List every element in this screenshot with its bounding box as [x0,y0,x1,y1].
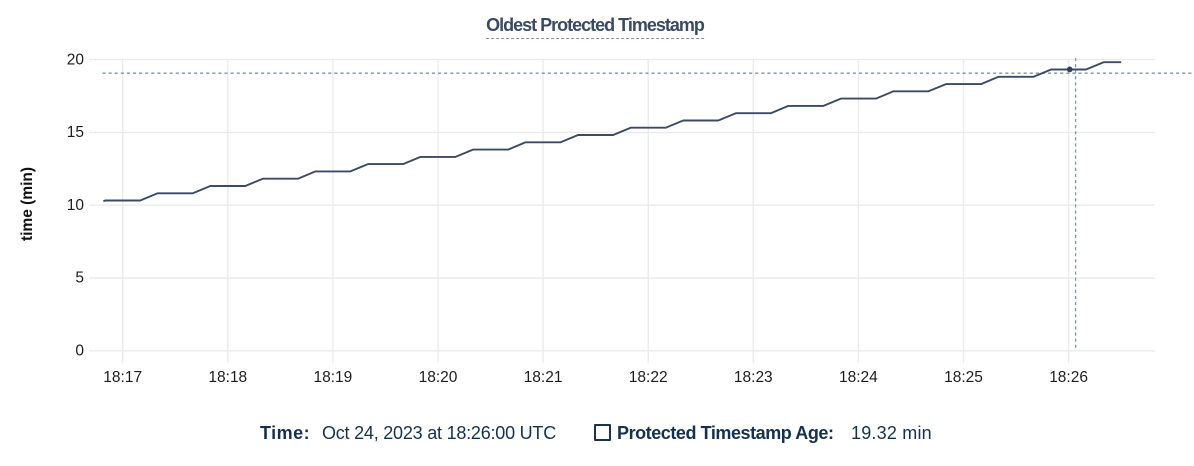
svg-text:18:19: 18:19 [314,369,353,386]
svg-text:18:21: 18:21 [524,369,563,386]
svg-text:time (min): time (min) [19,167,36,241]
svg-text:10: 10 [67,197,85,214]
svg-text:18:17: 18:17 [103,369,142,386]
svg-text:18:18: 18:18 [208,369,247,386]
svg-text:15: 15 [67,124,84,141]
svg-text:20: 20 [67,51,85,68]
svg-text:5: 5 [75,270,84,287]
svg-text:18:20: 18:20 [419,369,458,386]
svg-text:18:26: 18:26 [1049,369,1088,386]
svg-text:0: 0 [75,343,84,360]
svg-text:18:22: 18:22 [629,369,668,386]
svg-text:18:24: 18:24 [839,369,878,386]
svg-text:18:23: 18:23 [734,369,773,386]
svg-text:18:25: 18:25 [944,369,983,386]
